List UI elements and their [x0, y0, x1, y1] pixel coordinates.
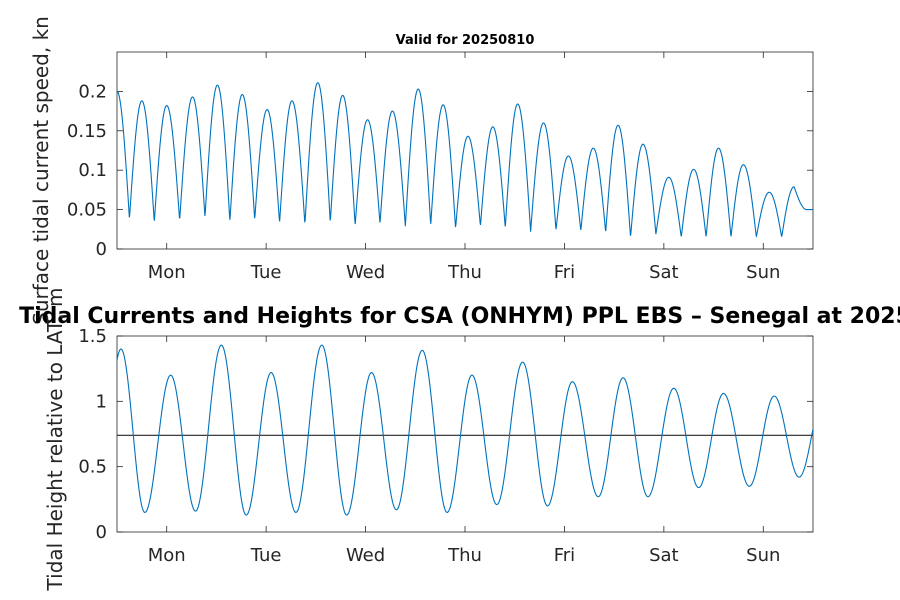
top-x-tick-label: Thu [447, 262, 482, 283]
bottom-x-tick-label: Tue [250, 545, 282, 566]
bottom-x-tick-label: Sun [746, 545, 780, 566]
bottom-y-tick-label: 0 [96, 522, 107, 543]
top-y-axis-label: Surface tidal current speed, kn [29, 16, 53, 325]
bottom-x-tick-label: Thu [447, 545, 482, 566]
tidal-height-plot: 0 0.5 1 1.5 Mon Tue Wed Thu Fri Sat Sun [78, 326, 814, 566]
bottom-x-tick-label: Mon [148, 545, 186, 566]
top-x-tick-label: Sat [649, 262, 679, 283]
top-x-tick-label: Sun [746, 262, 780, 283]
bottom-y-tick-label: 0.5 [78, 457, 107, 478]
current-speed-series-line [116, 82, 813, 238]
tidal-height-series-line [116, 344, 814, 516]
top-y-tick-label: 0.2 [78, 81, 107, 102]
current-speed-plot: 0 0.05 0.1 0.15 0.2 Mon Tue Wed Thu Fri Sat Sun [67, 51, 814, 283]
top-y-tick-label: 0.1 [78, 160, 107, 181]
top-x-tick-label: Wed [346, 262, 385, 283]
top-x-tick-label: Tue [250, 262, 282, 283]
top-x-tick-label: Fri [554, 262, 575, 283]
main-chart-title: Tidal Currents and Heights for CSA (ONHY… [19, 304, 900, 329]
bottom-axes-box [116, 335, 814, 533]
top-axes-box [116, 51, 814, 250]
bottom-y-tick-label: 1.5 [78, 326, 107, 347]
bottom-x-tick-label: Fri [554, 545, 575, 566]
bottom-x-tick-label: Sat [649, 545, 679, 566]
top-x-tick-label: Mon [148, 262, 186, 283]
top-y-tick-label: 0.15 [67, 121, 107, 142]
bottom-y-axis-label: Tidal Height relative to LAT, m [43, 288, 67, 592]
bottom-y-tick-label: 1 [96, 391, 107, 412]
bottom-x-tick-label: Wed [346, 545, 385, 566]
top-chart-title: Valid for 20250810 [396, 33, 535, 48]
top-y-tick-label: 0 [96, 239, 107, 260]
top-y-tick-label: 0.05 [67, 200, 107, 221]
